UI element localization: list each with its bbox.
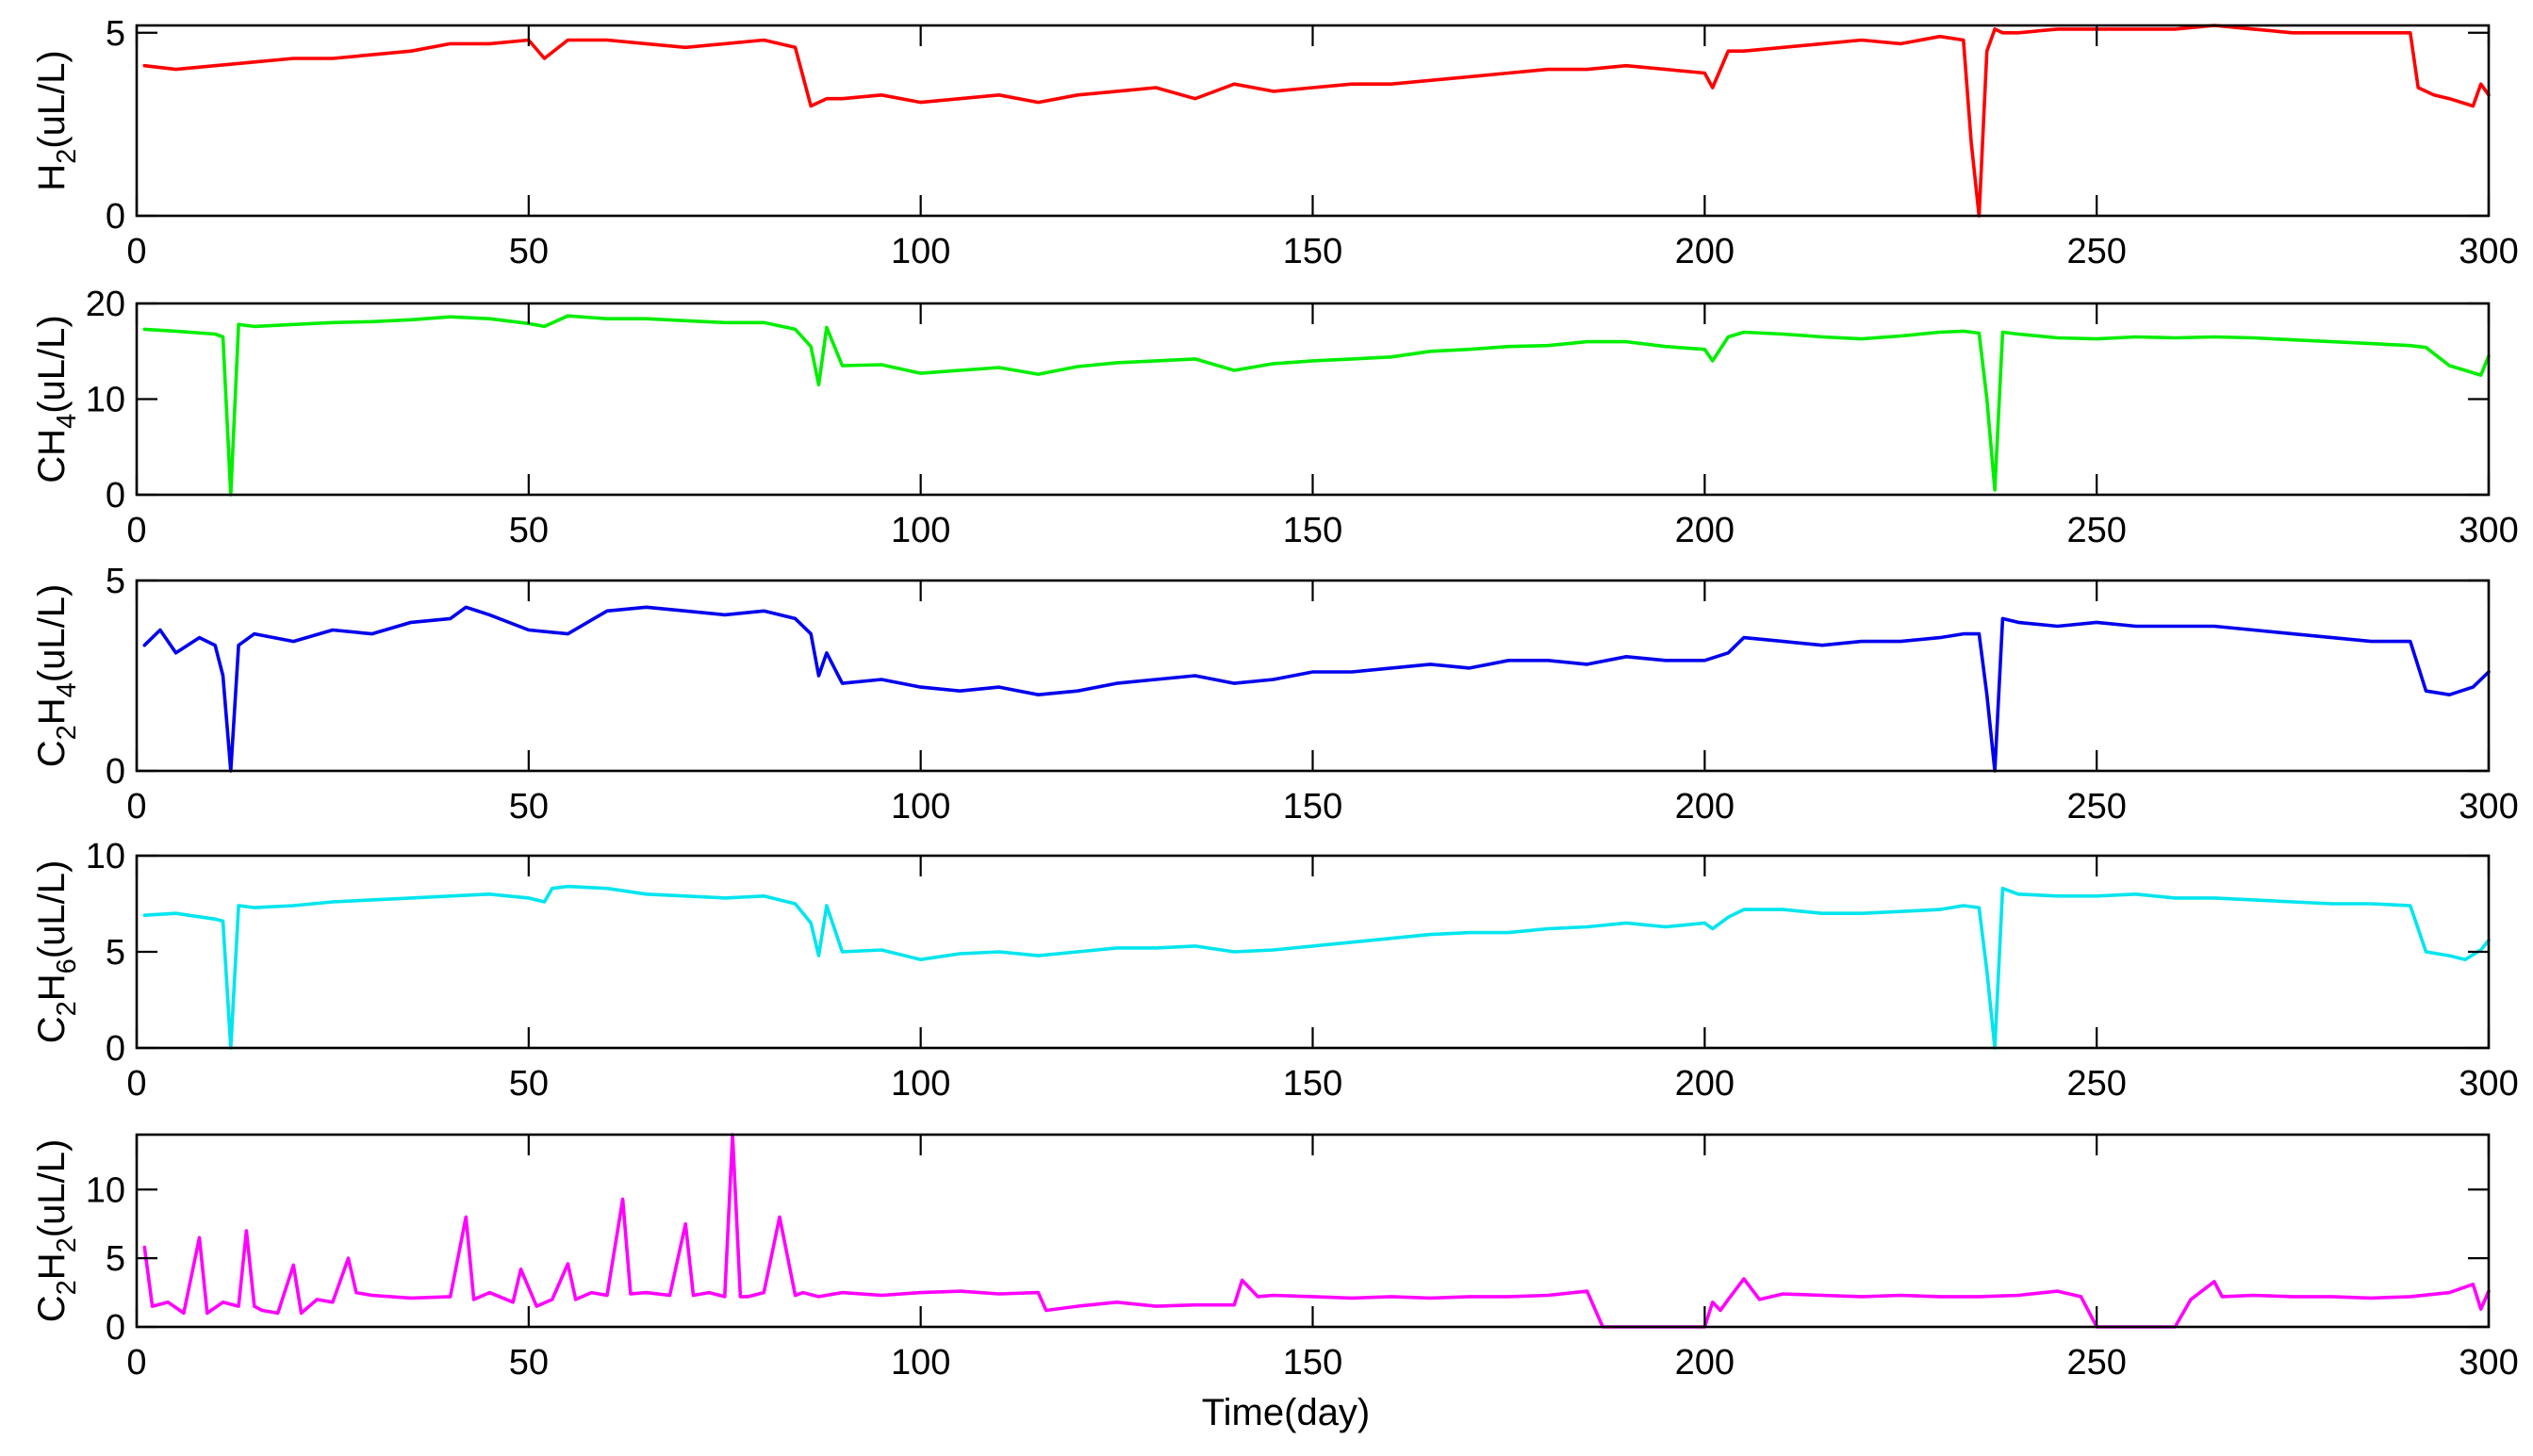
x-tick-label: 200 xyxy=(1675,232,1735,271)
x-tick-label: 300 xyxy=(2459,232,2518,271)
y-tick-label: 5 xyxy=(106,14,125,54)
x-tick-label: 100 xyxy=(891,787,950,826)
x-tick-label: 0 xyxy=(126,1064,146,1104)
y-tick-label: 0 xyxy=(106,1029,125,1069)
x-tick-label: 150 xyxy=(1283,511,1342,550)
x-tick-label: 150 xyxy=(1283,787,1342,826)
y-tick-label: 10 xyxy=(86,1170,125,1210)
y-axis-label: C2H6(uL/L) xyxy=(31,860,82,1044)
y-tick-label: 5 xyxy=(106,1239,125,1279)
y-tick-label: 5 xyxy=(106,933,125,973)
series-line-CH4 xyxy=(142,314,2491,497)
y-axis-label: C2H4(uL/L) xyxy=(31,584,82,768)
x-tick-label: 50 xyxy=(509,511,549,550)
x-tick-label: 250 xyxy=(2066,1343,2126,1382)
series-line-C2H4 xyxy=(142,605,2491,773)
x-tick-label: 300 xyxy=(2459,787,2518,826)
x-axis-label: Time(day) xyxy=(1202,1392,1371,1433)
y-tick-label: 0 xyxy=(106,476,125,515)
y-tick-label: 0 xyxy=(106,197,125,237)
panel-1: 0 50 100 150 200 250 300 0 5 H2(uL/L) xyxy=(31,14,2519,271)
y-tick-label: 5 xyxy=(106,562,125,601)
x-tick-label: 100 xyxy=(891,1064,950,1104)
y-tick-label: 20 xyxy=(86,285,125,324)
x-tick-label: 50 xyxy=(509,232,549,271)
x-tick-label: 200 xyxy=(1675,511,1735,550)
x-tick-label: 300 xyxy=(2459,1343,2518,1382)
x-tick-label: 0 xyxy=(126,787,146,826)
x-tick-label: 0 xyxy=(126,232,146,271)
x-tick-label: 300 xyxy=(2459,1064,2518,1104)
x-tick-label: 100 xyxy=(891,511,950,550)
x-tick-label: 200 xyxy=(1675,787,1735,826)
x-tick-label: 150 xyxy=(1283,232,1342,271)
y-axis-label: CH4(uL/L) xyxy=(31,315,82,483)
series-line-H2 xyxy=(142,24,2491,218)
y-tick-label: 0 xyxy=(106,752,125,792)
x-tick-label: 250 xyxy=(2066,787,2126,826)
x-tick-label: 0 xyxy=(126,1343,146,1382)
x-tick-label: 50 xyxy=(509,1343,549,1382)
x-tick-label: 100 xyxy=(891,1343,950,1382)
x-tick-label: 50 xyxy=(509,1064,549,1104)
x-tick-label: 200 xyxy=(1675,1064,1735,1104)
y-axis-label: C2H2(uL/L) xyxy=(31,1139,82,1323)
x-tick-label: 0 xyxy=(126,511,146,550)
y-axis-label: H2(uL/L) xyxy=(31,50,82,191)
x-tick-label: 200 xyxy=(1675,1343,1735,1382)
y-tick-label: 0 xyxy=(106,1308,125,1348)
x-tick-label: 100 xyxy=(891,232,950,271)
x-tick-label: 300 xyxy=(2459,511,2518,550)
y-tick-label: 10 xyxy=(86,837,125,876)
series-line-C2H2 xyxy=(142,1133,2491,1329)
x-tick-label: 150 xyxy=(1283,1064,1342,1104)
x-tick-label: 250 xyxy=(2066,1064,2126,1104)
y-tick-label: 10 xyxy=(86,381,125,420)
series-line-C2H6 xyxy=(142,884,2491,1050)
x-tick-label: 250 xyxy=(2066,511,2126,550)
x-tick-label: 50 xyxy=(509,787,549,826)
x-tick-label: 250 xyxy=(2066,232,2126,271)
panel-3: 0 50 100 150 200 250 300 0 5 C2H4(uL/L) xyxy=(31,562,2519,826)
x-tick-label: 150 xyxy=(1283,1343,1342,1382)
